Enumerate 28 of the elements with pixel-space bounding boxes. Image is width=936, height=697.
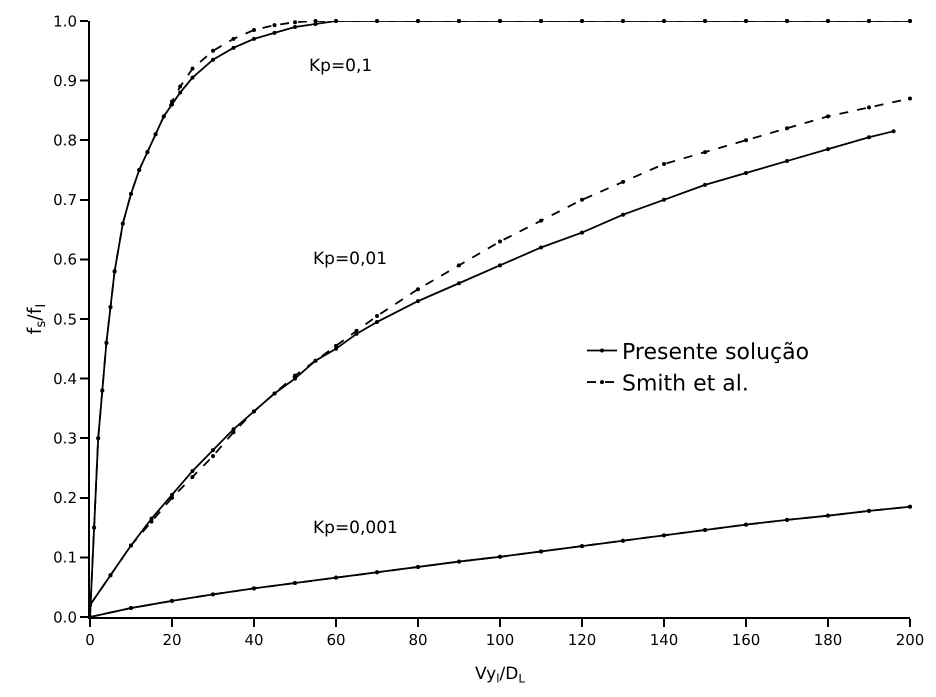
- annotation: Kp=0,01: [313, 249, 388, 269]
- x-tick-label: 40: [244, 631, 264, 649]
- x-tick-label: 80: [408, 631, 428, 649]
- x-tick-label: 60: [326, 631, 346, 649]
- y-tick-label: 0.9: [53, 72, 77, 90]
- legend-label: Presente solução: [622, 340, 810, 366]
- annotation: Kp=0,001: [313, 518, 398, 538]
- y-tick-label: 0.1: [53, 548, 77, 567]
- y-tick-label: 0.2: [53, 489, 77, 508]
- x-tick-label: 120: [568, 631, 596, 649]
- x-tick-label: 100: [486, 631, 514, 649]
- x-tick-label: 20: [162, 631, 182, 649]
- x-tick-label: 200: [896, 631, 924, 649]
- y-tick-label: 0.0: [53, 608, 77, 626]
- y-tick-label: 0.3: [53, 429, 77, 448]
- x-tick-label: 160: [732, 631, 760, 649]
- y-tick-label: 0.8: [53, 131, 77, 150]
- x-tick-label: 0: [85, 631, 95, 649]
- x-tick-label: 140: [650, 631, 678, 649]
- y-tick-label: 0.4: [53, 370, 77, 388]
- y-tick-label: 0.6: [53, 250, 77, 269]
- y-tick-label: 0.7: [53, 191, 77, 210]
- legend-label: Smith et al.: [622, 372, 749, 397]
- x-tick-label: 180: [814, 631, 842, 649]
- annotation: Kp=0,1: [309, 56, 372, 76]
- y-tick-label: 1.0: [53, 12, 77, 30]
- y-tick-label: 0.5: [53, 310, 77, 328]
- x-axis-title: Vy$_{l}$/D$_{L}$: [475, 664, 526, 686]
